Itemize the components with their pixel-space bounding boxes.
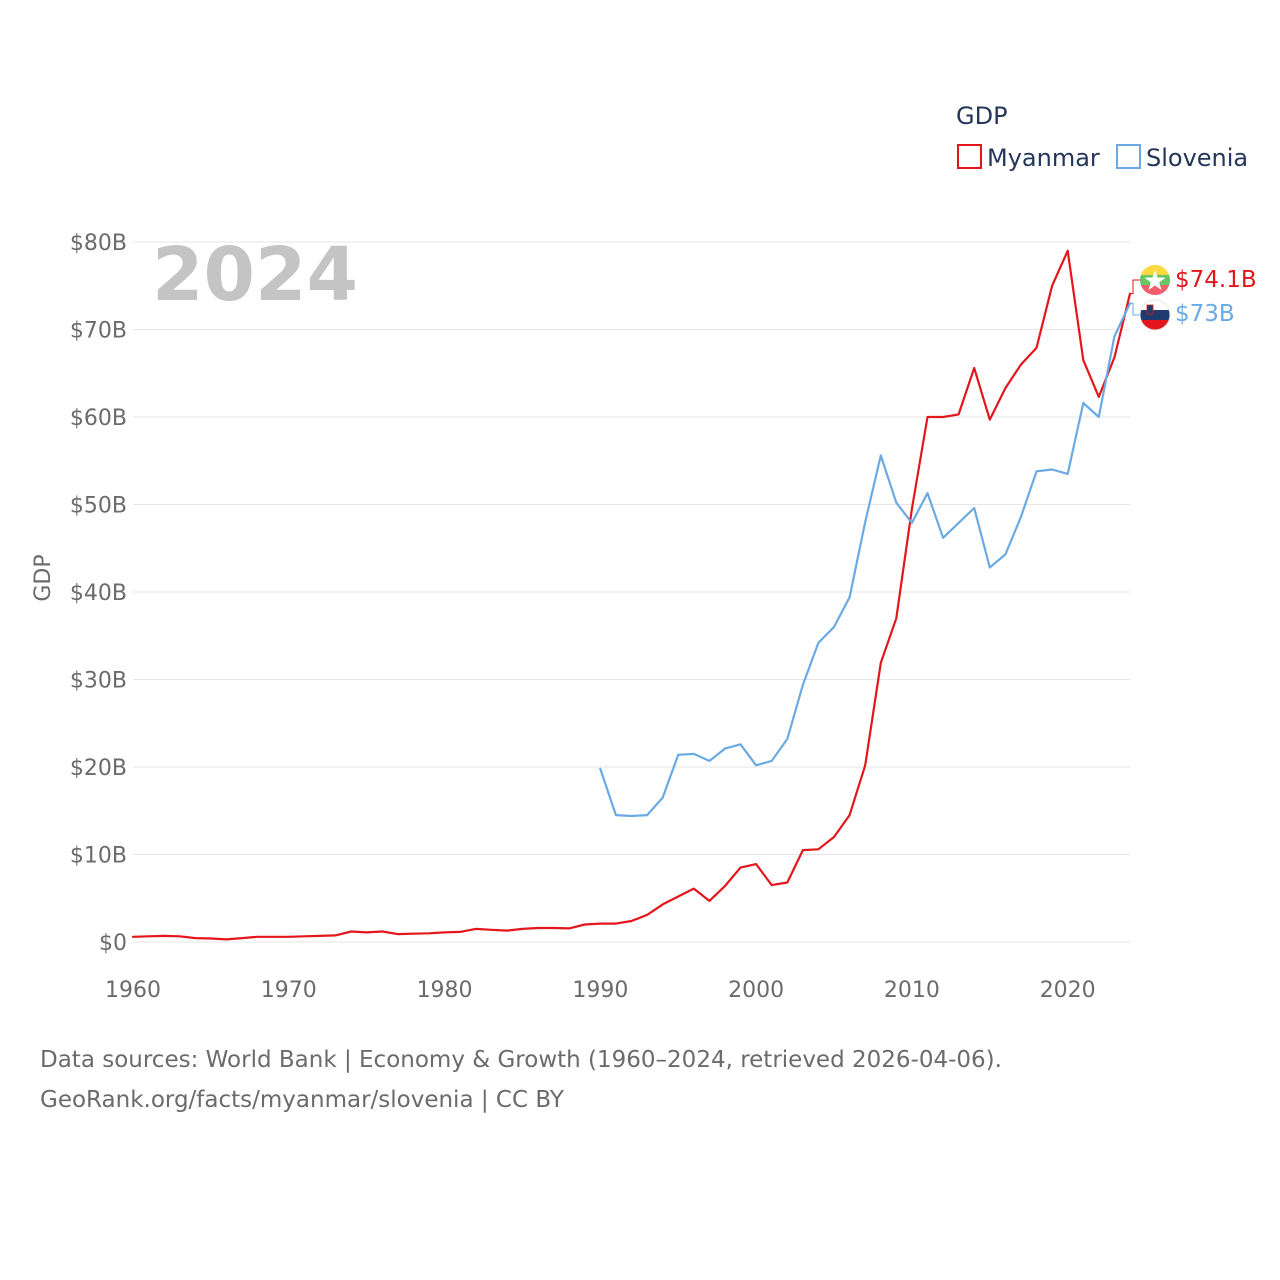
slovenia-flag-icon — [1139, 299, 1171, 331]
myanmar-flag-icon — [1140, 265, 1170, 295]
year-label: 2024 — [152, 232, 358, 318]
y-tick-label: $50B — [70, 494, 127, 519]
myanmar-label-connector — [1130, 279, 1140, 295]
legend-label-slovenia: Slovenia — [1146, 144, 1248, 172]
y-tick-label: $0 — [99, 931, 127, 956]
y-tick-label: $80B — [70, 231, 127, 256]
legend-item-myanmar[interactable]: Myanmar — [957, 144, 1100, 172]
legend-item-slovenia[interactable]: Slovenia — [1116, 144, 1248, 172]
source-line-1: Data sources: World Bank | Economy & Gro… — [40, 1047, 1002, 1073]
legend-title: GDP — [956, 102, 1008, 130]
gdp-line-chart: $0$10B$20B$30B$40B$50B$60B$70B$80B 1960 1… — [31, 102, 1257, 1003]
y-tick-label: $60B — [70, 406, 127, 431]
y-axis-ticks: $0 $10B $20B $30B $40B $50B $60B $70B $80B — [70, 231, 127, 956]
y-tick-label: $70B — [70, 319, 127, 344]
series-line-slovenia — [599, 302, 1132, 818]
y-tick-label: $40B — [70, 581, 127, 606]
series-line-myanmar — [131, 249, 1132, 941]
x-tick-label: 1970 — [261, 978, 317, 1003]
slovenia-end-label: $73B — [1175, 301, 1235, 327]
y-tick-label: $30B — [70, 669, 127, 694]
legend-swatch-slovenia — [1116, 144, 1141, 169]
x-tick-label: 1990 — [572, 978, 628, 1003]
source-line-2[interactable]: GeoRank.org/facts/myanmar/slovenia | CC … — [40, 1087, 564, 1113]
x-tick-label: 2000 — [728, 978, 784, 1003]
x-axis-ticks: 1960 1970 1980 1990 2000 2010 2020 — [105, 978, 1096, 1003]
legend-label-myanmar: Myanmar — [987, 144, 1100, 172]
y-tick-label: $20B — [70, 756, 127, 781]
x-tick-label: 2020 — [1040, 978, 1096, 1003]
x-tick-label: 1980 — [417, 978, 473, 1003]
slovenia-label-connector — [1130, 302, 1140, 316]
gridlines — [133, 241, 1130, 943]
myanmar-end-label: $74.1B — [1175, 267, 1257, 293]
y-axis-label: GDP — [31, 554, 56, 601]
legend-swatch-myanmar — [957, 144, 982, 169]
source-footer: Data sources: World Bank | Economy & Gro… — [40, 1040, 1002, 1120]
y-tick-label: $10B — [70, 844, 127, 869]
series-lines — [131, 249, 1140, 941]
x-tick-label: 1960 — [105, 978, 161, 1003]
x-tick-label: 2010 — [884, 978, 940, 1003]
